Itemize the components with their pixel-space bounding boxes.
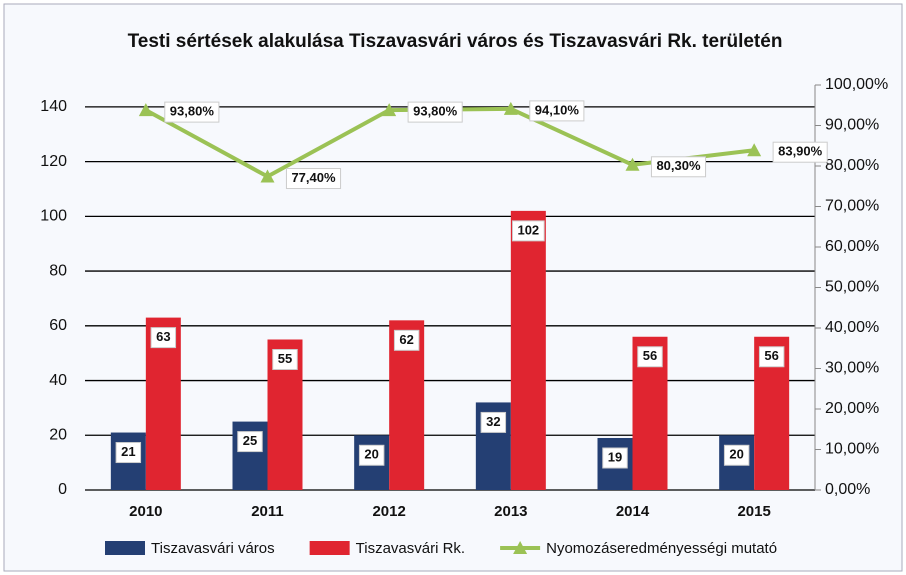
data-label-group: 20 [358,444,385,466]
y2-tick-label: 30,00% [825,360,879,377]
x-tick-label: 2012 [372,503,405,520]
legend-label: Tiszavasvári Rk. [356,540,465,557]
data-label: 55 [278,351,292,366]
data-label-box [164,101,220,123]
y2-tick-label: 40,00% [825,319,879,336]
y-tick-label: 40 [49,372,67,389]
data-label: 19 [608,449,622,464]
y-tick-label: 60 [49,317,67,334]
data-label: 56 [764,348,778,363]
data-label-box [772,141,828,163]
line-marker [260,169,275,183]
y2-tick-label: 100,00% [825,76,888,93]
x-tick-label: 2015 [737,503,770,520]
data-label-group: 93,80% [164,101,220,123]
data-label: 93,80% [413,104,458,119]
data-label-box [637,346,663,368]
data-label-group: 80,30% [650,156,707,178]
data-label-box [602,447,628,469]
line-marker [747,143,762,157]
legend-item: Tiszavasvári város [105,540,275,557]
data-label-box [407,101,463,123]
y-tick-label: 100 [40,208,67,225]
data-label-box [511,220,545,242]
data-label-group: 56 [637,346,663,368]
y-tick-label: 0 [58,481,67,498]
data-label-group: 21 [115,442,142,464]
x-tick-label: 2011 [251,503,284,520]
data-label-box [150,327,177,349]
line-marker [503,101,518,115]
y2-tick-label: 60,00% [825,238,879,255]
data-label-group: 20 [723,444,750,466]
data-label-box [358,444,385,466]
y2-tick-label: 70,00% [825,198,879,215]
data-label: 94,10% [535,102,580,117]
data-label-box [272,348,298,370]
data-label-group: 62 [393,329,420,351]
data-label-box [480,411,507,433]
y2-tick-label: 10,00% [825,441,879,458]
x-tick-label: 2013 [494,503,527,520]
data-label: 56 [643,348,657,363]
y2-tick-label: 20,00% [825,400,879,417]
data-label: 32 [486,414,500,429]
data-label: 93,80% [170,104,215,119]
data-label: 77,40% [291,170,336,185]
y-tick-label: 80 [49,262,67,279]
data-label-box [285,168,342,190]
data-label-group: 63 [150,327,177,349]
x-tick-label: 2014 [616,503,650,520]
data-label-group: 94,10% [529,100,585,122]
data-label: 102 [517,222,539,237]
y-tick-label: 20 [49,426,67,443]
data-label-group: 19 [602,447,628,469]
data-label-box [529,100,585,122]
line-marker [138,103,153,117]
y2-tick-label: 80,00% [825,157,879,174]
data-label-group: 55 [272,348,298,370]
bar [510,210,546,491]
legend-label: Tiszavasvári város [151,540,275,557]
legend-label: Nyomozáseredményességi mutató [546,540,777,557]
data-label: 20 [364,447,378,462]
line-marker [625,157,640,171]
y-tick-label: 140 [40,98,67,115]
legend-swatch [105,541,145,555]
y2-tick-label: 0,00% [825,481,870,498]
y2-tick-label: 90,00% [825,117,879,134]
legend-swatch [309,541,350,555]
data-label: 20 [729,447,743,462]
data-label-group: 93,80% [407,101,463,123]
data-label: 80,30% [656,158,701,173]
data-label-box [650,156,707,178]
data-label-group: 56 [758,346,785,368]
data-label-box [237,431,263,453]
data-label: 21 [121,444,135,459]
legend-item: Nyomozáseredményességi mutató [500,540,777,557]
data-label-box [393,329,420,351]
data-label: 62 [399,332,413,347]
legend-marker [513,541,528,554]
data-label-group: 25 [237,431,263,453]
data-label: 63 [156,329,170,344]
data-label: 25 [243,433,257,448]
data-label-box [723,444,750,466]
data-label-group: 77,40% [285,168,342,190]
y-tick-label: 120 [40,153,67,170]
y2-tick-label: 50,00% [825,279,879,296]
chart-title: Testi sértések alakulása Tiszavasvári vá… [128,31,783,52]
data-label: 83,90% [778,144,823,159]
data-label-box [115,442,142,464]
x-tick-label: 2010 [129,503,162,520]
data-label-group: 32 [480,411,507,433]
legend-item: Tiszavasvári Rk. [309,540,465,557]
data-label-group: 83,90% [772,141,828,163]
data-label-group: 102 [511,220,545,242]
data-label-box [758,346,785,368]
line-marker [382,103,397,117]
